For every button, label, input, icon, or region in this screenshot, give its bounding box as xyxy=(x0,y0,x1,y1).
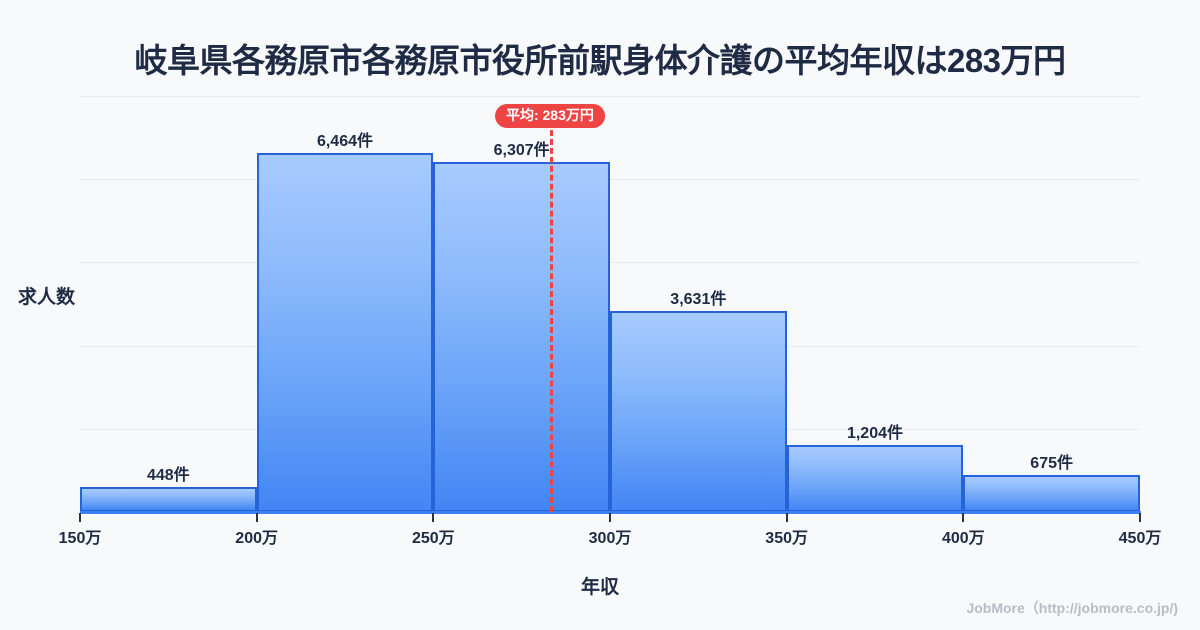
bar[interactable] xyxy=(963,474,1140,512)
x-axis-tick xyxy=(962,513,965,522)
chart-plot-area: 448件 6,464件 6,307件 3,631件 1,204件 675件 xyxy=(80,96,1140,512)
y-axis-title: 求人数 xyxy=(18,287,76,308)
average-line xyxy=(549,130,553,512)
gridline xyxy=(80,179,1140,180)
x-axis-tick xyxy=(609,513,611,522)
average-badge: 平均: 283万円 xyxy=(494,104,605,129)
bar[interactable] xyxy=(433,162,610,512)
bar[interactable] xyxy=(80,487,257,512)
bar-value-label: 1,204件 xyxy=(846,425,903,443)
x-axis-tick-label: 450万 xyxy=(1118,530,1162,547)
x-axis-tick xyxy=(255,513,258,522)
page-title: 岐阜県各務原市各務原市役所前駅身体介護の平均年収は283万円 xyxy=(134,42,1066,79)
bar-value-label: 675件 xyxy=(1030,454,1073,472)
gridline xyxy=(80,96,1140,97)
x-axis-tick-label: 350万 xyxy=(765,530,809,547)
x-axis-tick xyxy=(1139,513,1141,522)
x-axis-tick-label: 300万 xyxy=(588,530,632,547)
x-axis-tick xyxy=(785,513,788,522)
x-axis-tick-label: 150万 xyxy=(58,530,102,547)
bar-value-label: 3,631件 xyxy=(670,290,727,308)
gridline xyxy=(80,262,1140,263)
bar[interactable] xyxy=(786,445,964,512)
bar[interactable] xyxy=(256,153,434,512)
x-axis-tick-label: 400万 xyxy=(941,530,985,547)
bar-value-label: 6,307件 xyxy=(493,142,550,160)
x-axis-title: 年収 xyxy=(580,577,619,598)
x-axis-tick xyxy=(432,513,435,522)
x-axis-line xyxy=(80,511,1141,514)
bar[interactable] xyxy=(610,310,787,512)
x-axis-tick-label: 200万 xyxy=(235,530,279,547)
x-axis-tick xyxy=(79,513,81,522)
bar-value-label: 6,464件 xyxy=(316,133,373,151)
x-axis-tick-label: 250万 xyxy=(411,530,455,547)
footer-credit: JobMore（http://jobmore.co.jp/) xyxy=(966,600,1178,616)
bar-value-label: 448件 xyxy=(146,467,190,485)
